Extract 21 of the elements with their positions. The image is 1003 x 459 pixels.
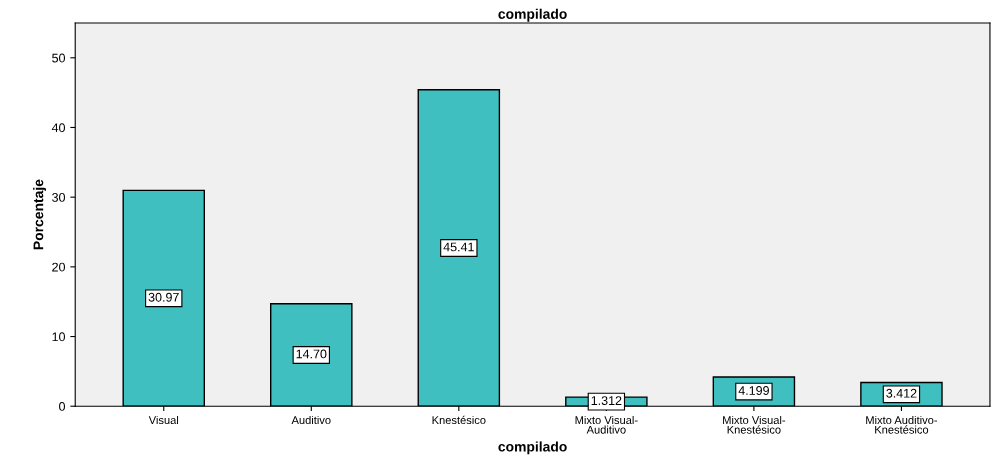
x-tick-label: Mixto Visual- Knestésico — [723, 415, 786, 434]
y-tick-label: 30 — [52, 192, 66, 202]
data-label: 4.199 — [738, 386, 769, 395]
data-label: 30.97 — [148, 292, 179, 302]
data-label: 1.312 — [591, 396, 622, 405]
chart-title: compilado — [498, 8, 567, 22]
y-axis-title: Porcentaje — [33, 179, 47, 250]
x-tick-label: Knestésico — [432, 415, 486, 425]
data-label: 14.70 — [296, 349, 327, 359]
y-tick-label: 20 — [52, 262, 66, 272]
x-tick-label: Mixto Visual- Auditivo — [575, 415, 638, 434]
y-tick-label: 40 — [51, 123, 66, 133]
y-tick-label: 50 — [52, 53, 66, 63]
x-tick-label: Visual — [148, 415, 179, 425]
y-tick-label: 0 — [59, 402, 66, 411]
x-axis-title: compilado — [498, 441, 567, 455]
data-label: 3.412 — [886, 388, 917, 398]
x-tick-label: Mixto Auditivo- Knestésico — [866, 415, 938, 434]
x-tick-label: Auditivo — [291, 415, 331, 425]
y-tick-label: 10 — [52, 332, 66, 342]
data-label: 45.41 — [443, 242, 474, 252]
